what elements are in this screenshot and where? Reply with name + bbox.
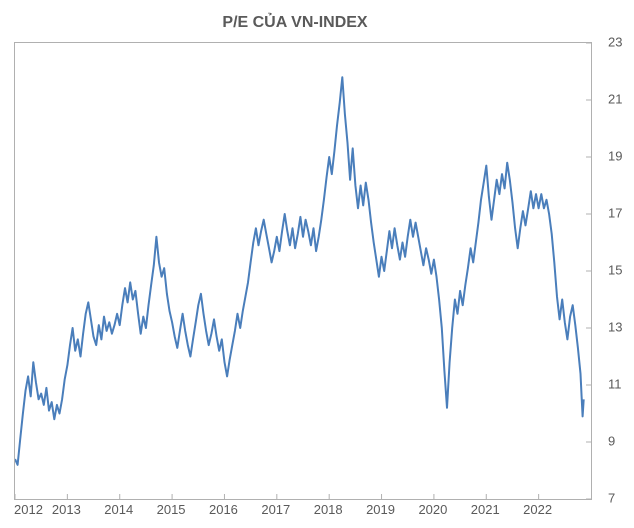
y-tick-label: 23 [608, 35, 622, 50]
y-tick-label: 7 [608, 491, 615, 506]
x-tick-label: 2013 [52, 502, 81, 517]
chart-title: P/E CỦA VN-INDEX [0, 14, 590, 32]
x-tick-label: 2014 [104, 502, 133, 517]
x-tick-label: 2020 [418, 502, 447, 517]
x-axis-labels: 2012 2013 2014 2015 2016 2017 2018 2019 2020 2021… [14, 502, 590, 522]
y-axis-labels: 7911131517192123 [600, 42, 634, 498]
x-tick-label: 2016 [209, 502, 238, 517]
y-tick-label: 21 [608, 92, 622, 107]
pe-chart: P/E CỦA VN-INDEX 7911131517192123 201220… [0, 0, 634, 528]
pe-line-series [15, 77, 584, 465]
x-tick-label: 2015 [157, 502, 186, 517]
x-tick-label: 2017 [261, 502, 290, 517]
y-tick-label: 17 [608, 206, 622, 221]
x-tick-label: 2022 [523, 502, 552, 517]
plot-area [14, 42, 592, 500]
x-tick-label: 2012 [14, 502, 43, 517]
x-tick-label: 2018 [314, 502, 343, 517]
y-tick-label: 11 [608, 377, 622, 392]
y-tick-label: 13 [608, 320, 622, 335]
x-tick-label: 2019 [366, 502, 395, 517]
y-tick-label: 15 [608, 263, 622, 278]
y-tick-label: 9 [608, 434, 615, 449]
y-tick-label: 19 [608, 149, 622, 164]
x-tick-label: 2021 [471, 502, 500, 517]
